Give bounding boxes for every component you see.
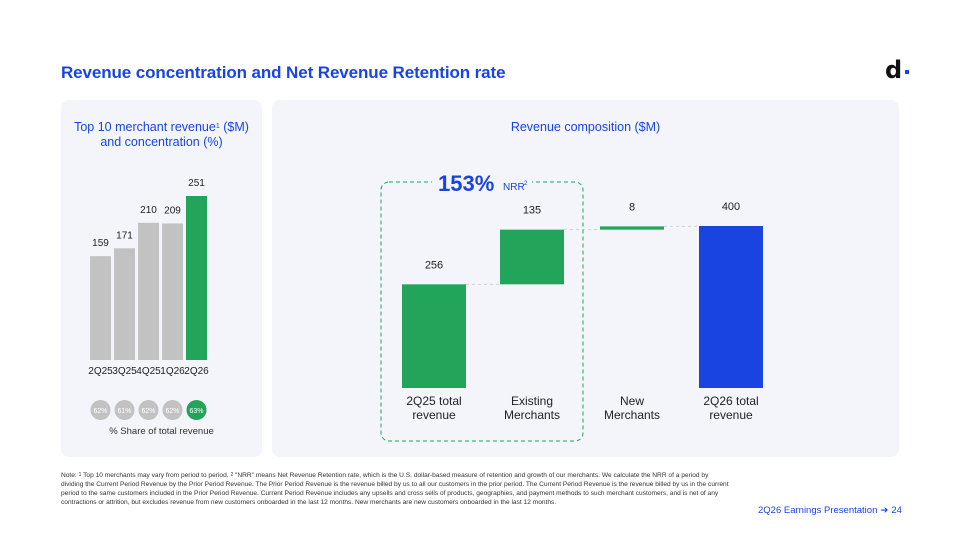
page-footer: 2Q26 Earnings Presentation ➔ 24 bbox=[758, 505, 902, 516]
concentration-value: 61% bbox=[117, 408, 131, 415]
arrow-right-icon: ➔ bbox=[880, 505, 889, 516]
waterfall-category-label: Existing bbox=[511, 394, 553, 408]
top10-bar-4Q25 bbox=[138, 222, 159, 360]
nrr-label-background bbox=[432, 170, 532, 194]
waterfall-bar-0 bbox=[402, 284, 466, 388]
nrr-footnote-ref: 2 bbox=[524, 181, 528, 187]
footer-title: 2Q26 Earnings Presentation bbox=[758, 505, 878, 516]
nrr-label: NRR bbox=[503, 182, 525, 193]
concentration-badge bbox=[186, 400, 207, 420]
top10-category-label: 1Q26 bbox=[160, 366, 185, 377]
waterfall-value-label: 400 bbox=[722, 201, 740, 213]
concentration-value: 62% bbox=[165, 408, 179, 415]
waterfall-category-label: New bbox=[620, 394, 644, 408]
footnote-text-1: Top 10 merchants may vary from period to… bbox=[81, 472, 231, 479]
top10-title-part2: ($M) bbox=[219, 120, 249, 134]
waterfall-category-label: 2Q26 total bbox=[703, 394, 758, 408]
waterfall-value-label: 135 bbox=[523, 205, 541, 217]
composition-chart-title: Revenue composition ($M) bbox=[510, 120, 661, 134]
waterfall-category-label: 2Q25 total bbox=[406, 394, 461, 408]
top10-revenue-chart: 159 2Q25 62% 171 3Q25 61% 210 4Q25 62% 209 1Q26 62%… bbox=[88, 178, 209, 420]
logo-dot bbox=[905, 70, 909, 74]
waterfall-bar-1 bbox=[500, 229, 564, 285]
waterfall-bar-3 bbox=[699, 226, 763, 388]
waterfall-value-label: 8 bbox=[629, 201, 635, 213]
concentration-value: 62% bbox=[93, 408, 107, 415]
concentration-badge bbox=[138, 400, 159, 420]
waterfall-bar-2 bbox=[600, 226, 664, 230]
top10-merchants-panel: Top 10 merchant revenue1 ($M) and concent… bbox=[61, 100, 262, 457]
slide-title: Revenue concentration and Net Revenue Re… bbox=[61, 63, 506, 82]
top10-category-label: 3Q25 bbox=[112, 366, 137, 377]
dlocal-logo-icon: d bbox=[885, 56, 915, 84]
top10-value-label: 251 bbox=[188, 178, 205, 189]
top10-category-label: 4Q25 bbox=[136, 366, 161, 377]
waterfall-category-label: Merchants bbox=[604, 408, 660, 422]
footnote-ref-2: 2 bbox=[230, 472, 234, 478]
footnote: Note: 1 Top 10 merchants may vary from p… bbox=[61, 471, 731, 507]
concentration-label: % Share of total revenue bbox=[109, 426, 214, 437]
footnote-prefix: Note: bbox=[61, 472, 77, 479]
waterfall-category-label: revenue bbox=[709, 408, 753, 422]
concentration-value: 62% bbox=[141, 408, 155, 415]
footnote-text-2: "NRR" means Net Revenue Retention rate, … bbox=[61, 472, 729, 506]
top10-value-label: 159 bbox=[92, 238, 109, 249]
concentration-value: 63% bbox=[189, 408, 203, 415]
top10-title-part1: Top 10 merchant revenue bbox=[74, 120, 216, 134]
top10-category-label: 2Q25 bbox=[88, 366, 113, 377]
concentration-badge bbox=[90, 400, 111, 420]
footnote-ref-1: 1 bbox=[78, 472, 82, 478]
top10-title-footnote-ref: 1 bbox=[215, 123, 220, 130]
waterfall-value-label: 256 bbox=[425, 259, 443, 271]
logo-letter: d bbox=[885, 56, 903, 84]
top10-value-label: 210 bbox=[140, 205, 157, 216]
top10-bar-3Q25 bbox=[114, 248, 135, 360]
revenue-composition-panel: Revenue composition ($M) 256 2Q25 total re… bbox=[272, 100, 899, 457]
concentration-badge bbox=[162, 400, 183, 420]
top10-value-label: 209 bbox=[164, 205, 181, 216]
top10-bar-1Q26 bbox=[162, 223, 183, 360]
top10-bar-2Q26 bbox=[186, 196, 207, 360]
top10-category-label: 2Q26 bbox=[184, 366, 209, 377]
top10-chart-title: Top 10 merchant revenue1 ($M) and concent… bbox=[61, 120, 262, 150]
concentration-badge bbox=[114, 400, 135, 420]
waterfall-category-label: Merchants bbox=[504, 408, 560, 422]
waterfall-category-label: revenue bbox=[412, 408, 456, 422]
nrr-value: 153% bbox=[438, 171, 494, 196]
top10-bar-2Q25 bbox=[90, 256, 111, 360]
top10-value-label: 171 bbox=[116, 230, 133, 241]
page-number: 24 bbox=[891, 505, 902, 516]
top10-title-part3: and concentration (%) bbox=[100, 135, 223, 149]
